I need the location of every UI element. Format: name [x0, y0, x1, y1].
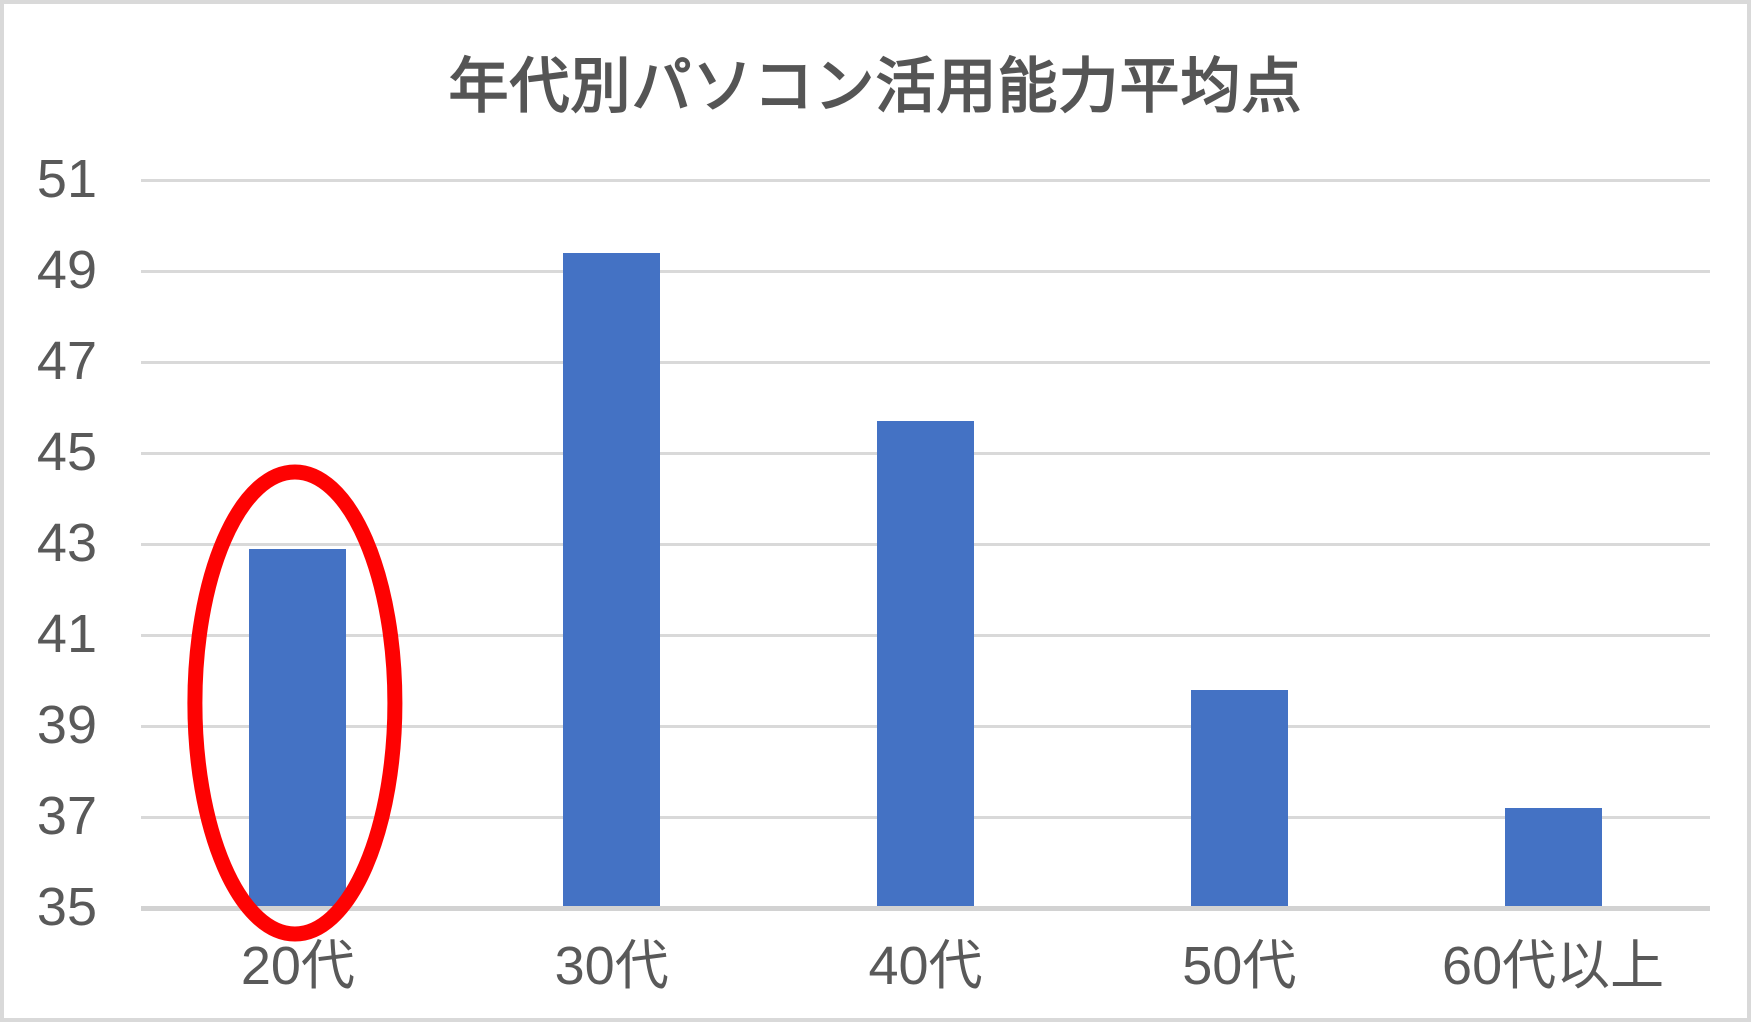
x-category-label: 20代 [240, 936, 355, 996]
gridline [141, 178, 1710, 182]
y-tick-label: 47 [36, 331, 97, 391]
chart-bar-4 [1504, 807, 1602, 908]
chart-bar-3 [1190, 689, 1288, 908]
chart-title: 年代別パソコン活用能力平均点 [448, 53, 1303, 120]
gridline [141, 360, 1710, 364]
y-tick-label: 45 [36, 422, 97, 482]
y-tick-label: 39 [36, 695, 97, 755]
gridline [141, 269, 1710, 273]
x-category-label: 30代 [554, 936, 669, 996]
chart-bar-0 [249, 548, 347, 908]
x-category-label: 40代 [868, 936, 983, 996]
y-tick-label: 35 [36, 877, 97, 937]
x-axis-line [141, 906, 1710, 911]
y-tick-label: 51 [36, 149, 97, 209]
chart-bar-2 [877, 421, 974, 908]
chart-bar-1 [563, 252, 661, 908]
y-tick-label: 41 [36, 604, 97, 664]
y-tick-label: 49 [36, 240, 97, 300]
y-tick-label: 37 [36, 786, 97, 846]
x-category-label: 60代以上 [1442, 936, 1665, 996]
x-category-label: 50代 [1182, 936, 1297, 996]
y-tick-label: 43 [36, 513, 97, 573]
